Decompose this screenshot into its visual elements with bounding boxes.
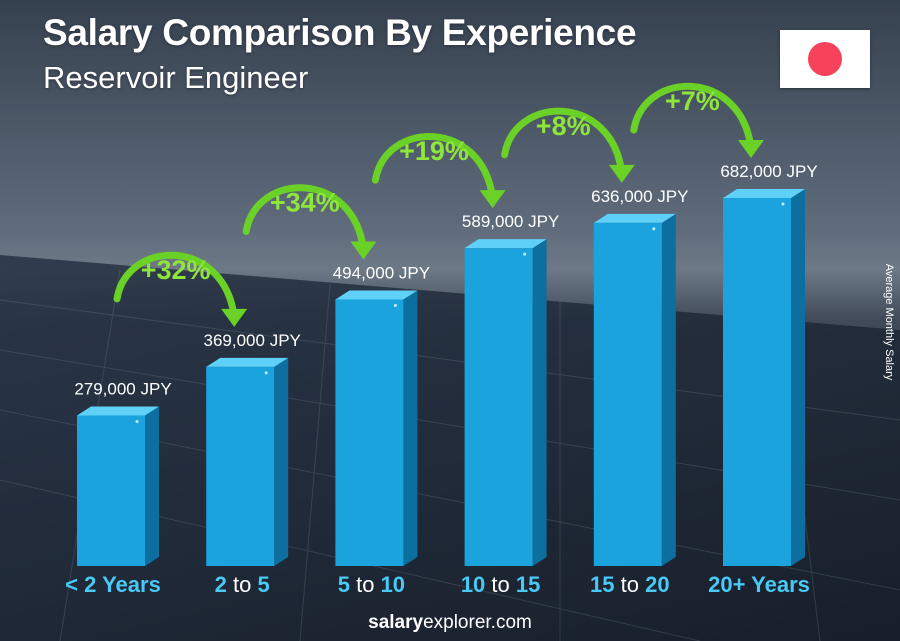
arrow-curve [113,251,238,321]
bar-5 [723,189,805,566]
bar-2 [335,290,418,566]
page-subtitle: Reservoir Engineer [43,60,309,95]
increase-arrow-4: +7% [630,83,764,158]
bar-highlight [652,227,656,231]
bar-side [791,189,805,566]
arrow-curve [242,184,367,253]
category-label: 20+ Years [708,572,810,597]
footer-brand-bold: salary [368,612,424,633]
category-label: 2 to 5 [215,572,270,597]
bar-top [335,290,418,300]
y-axis-label: Average Monthly Salary [883,263,895,381]
increase-arrow-2: +19% [371,133,506,209]
bar-4 [593,213,676,567]
bar-side [145,406,159,566]
arrow-curve [501,107,626,177]
increase-arrow-0: +32% [113,251,248,327]
footer-brand: salaryexplorer.com [0,612,900,634]
bar-highlight [393,303,397,307]
increase-label: +34% [270,187,340,217]
increase-arrow-1: +34% [242,184,377,260]
bars-group [77,189,805,567]
category-label: 15 to 20 [590,572,670,597]
bar-highlight [264,371,268,375]
bar-side [274,357,289,566]
bar-side [661,213,676,567]
bar-side [532,239,547,566]
footer-brand-rest: explorer.com [423,612,532,633]
bar-highlight [781,202,785,206]
bar-front [77,415,145,566]
value-label: 279,000 JPY [74,379,171,398]
page-title: Salary Comparison By Experience [43,12,637,53]
value-label: 589,000 JPY [462,212,559,231]
increase-label: +19% [399,136,469,166]
bar-top [206,357,289,367]
arrow-head [608,164,635,183]
arrow-curve [630,83,755,152]
bar-front [723,198,791,566]
bar-1 [206,357,289,566]
bar-highlight [135,419,139,423]
bar-top [593,213,676,223]
value-label: 369,000 JPY [204,331,301,350]
bar-front [206,366,275,566]
arrow-head [479,190,506,209]
bar-highlight [523,252,527,256]
arrow-head [350,241,377,260]
category-labels-group: < 2 Years 2 to 5 5 to 10 10 to 15 15 to 20 20… [65,572,810,597]
increase-label: +32% [141,255,211,285]
bar-top [464,239,547,249]
bar-side [403,290,418,566]
increase-label: +8% [536,111,591,141]
value-label: 682,000 JPY [720,162,817,181]
flag-disc [808,42,842,76]
bar-top [77,406,159,416]
arrow-curve [371,133,497,202]
category-label: 10 to 15 [461,572,541,597]
arrow-head [221,308,248,327]
value-label: 636,000 JPY [591,187,688,206]
value-labels-group: 279,000 JPY 369,000 JPY 494,000 JPY 589,000… [74,162,817,398]
bar-front [335,299,404,566]
bar-0 [77,406,159,566]
bar-front [593,222,662,567]
increase-label: +7% [665,86,720,116]
value-label: 494,000 JPY [333,263,430,282]
arrow-head [738,140,764,158]
bar-3 [464,239,547,566]
increase-arrow-3: +8% [501,107,635,183]
bar-top [723,189,805,198]
category-label: 5 to 10 [338,572,405,597]
bar-front [464,248,533,566]
category-label: < 2 Years [65,572,161,597]
increase-arrows-group: +32% +34% +19% +8% +7% [113,83,764,327]
japan-flag-icon [780,30,870,88]
